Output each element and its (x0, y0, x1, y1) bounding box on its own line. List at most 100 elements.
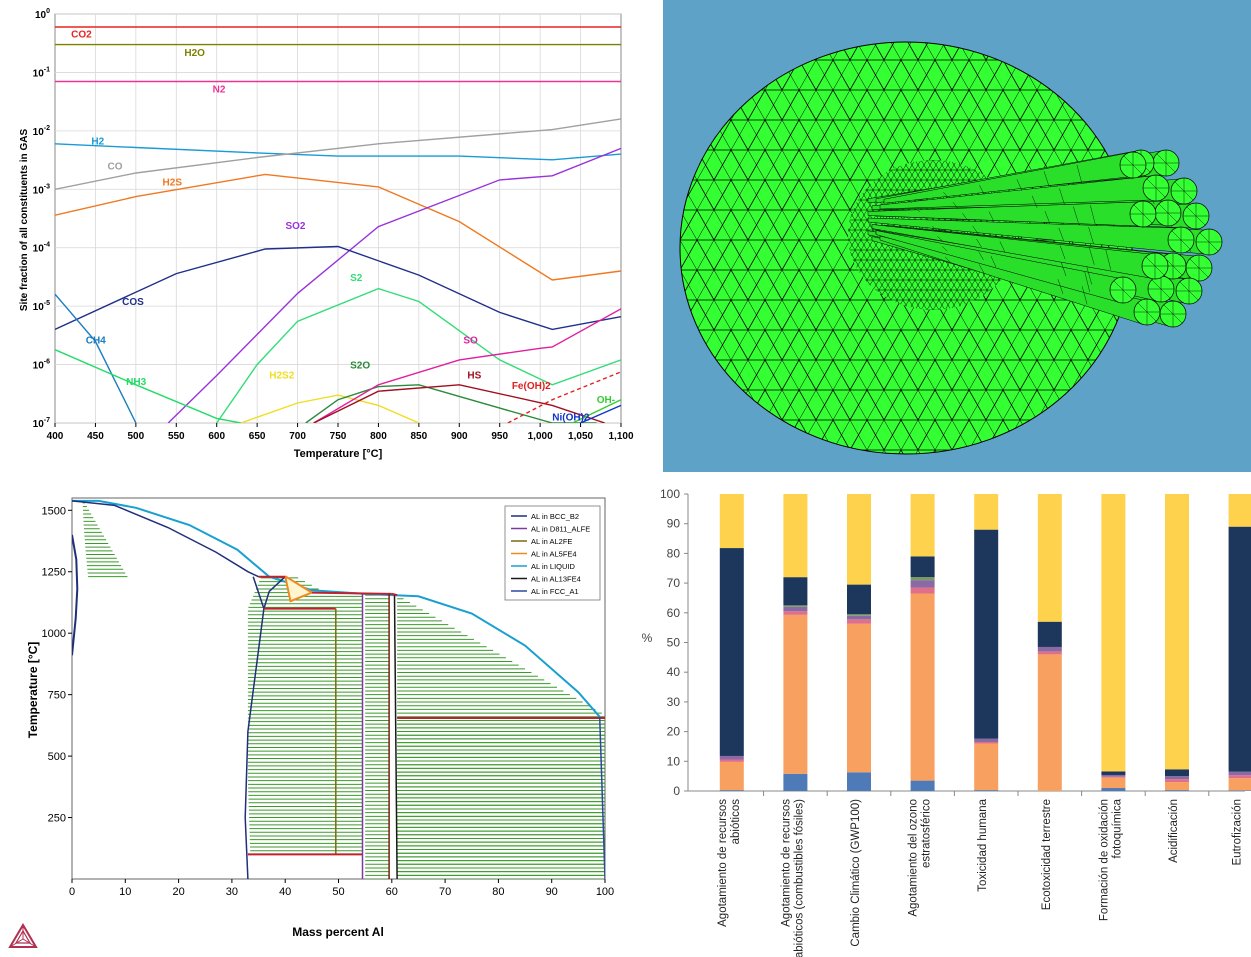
mesh-rod-edge (943, 192, 949, 199)
gas-line-hs (313, 384, 606, 423)
lca-chart-svg: 0 10 20 30 40 50 60 70 80 90 100 Agotamiento de re… (642, 487, 1251, 957)
phase-legend-label: AL in FCC_A1 (531, 587, 579, 596)
gas-line-s2o (305, 384, 597, 423)
phase-x-axis-label: Mass percent Al (292, 925, 384, 939)
lca-y-tick-label: 80 (667, 546, 681, 560)
gas-series-label: CO2 (71, 29, 92, 40)
phase-al5fe4-region (284, 575, 315, 603)
gas-x-tick-label: 1,050 (568, 431, 593, 442)
mesh-rod-end-edges (1148, 276, 1174, 302)
phase-invariant-1160 (311, 591, 392, 595)
mesh-rod-end-edges (1168, 227, 1194, 253)
gas-line-co (55, 118, 621, 190)
mesh-rod-end-edges (1186, 255, 1212, 281)
lca-category-label: Acidificación (1168, 799, 1180, 863)
lca-y-tick-label: 10 (667, 754, 681, 768)
lca-y-tick-label: 40 (667, 665, 681, 679)
phase-x-tick-label: 0 (69, 886, 75, 898)
lca-bar-segment (974, 743, 999, 791)
gas-y-tick-label: 10-1 (33, 66, 50, 79)
phase-diagram-svg: 0 10 20 30 40 50 60 70 80 90 100 250 500 750 1000 1250… (8, 497, 614, 948)
lca-bar-segment (974, 741, 999, 744)
gas-series-label: H2S (163, 178, 183, 189)
lca-bar-segment (1037, 651, 1062, 655)
lca-bar-segment (783, 577, 808, 606)
phase-y-tick-label: 1500 (42, 505, 66, 517)
lca-bar-segment (1165, 769, 1189, 777)
gas-series-label: S2 (350, 273, 363, 284)
lca-bar-segment (783, 773, 808, 791)
lca-category-label: Ecotoxicidad terrestre (1041, 799, 1053, 910)
lca-bar-segment (847, 619, 871, 624)
gas-series-label: S2O (350, 361, 370, 372)
phase-legend-label: AL in AL2FE (531, 537, 572, 546)
mesh-rod-edge (932, 226, 938, 231)
mesh-rod-edge (979, 184, 985, 195)
lca-bar-segment (783, 614, 808, 774)
lca-category-label: Agotamiento del ozonoestratosférico (908, 799, 933, 917)
mesh-rod-edge (979, 264, 985, 274)
lca-bar-segment (910, 780, 935, 791)
phase-y-ticks: 250 500 750 1000 1250 1500 (42, 505, 72, 825)
mesh-rod-edge (1057, 279, 1064, 294)
gas-series-label: SO (463, 335, 478, 346)
lca-bar-segment (910, 580, 935, 588)
mesh-rod-end-edges (1120, 152, 1146, 178)
lca-bar-segment (719, 494, 744, 549)
lca-bar-segment (1165, 790, 1189, 791)
mesh-rod-edge (978, 251, 984, 260)
mesh-rod-edge (962, 213, 968, 221)
lca-y-tick-label: 30 (667, 695, 681, 709)
lca-category-labels: Agotamiento de recursosabióticos Agotamie… (717, 791, 1244, 957)
lca-bar-segment (1037, 654, 1062, 791)
gas-line-so2 (167, 147, 621, 423)
gas-x-tick-label: 550 (168, 431, 185, 442)
lca-y-tick-label: 20 (667, 725, 681, 739)
gas-series-label: Fe(OH)2 (512, 381, 551, 392)
mesh-rod-edge (1105, 249, 1112, 270)
mesh-rod-edge (999, 241, 1006, 253)
lca-bar-segment (1101, 494, 1126, 772)
phase-x-tick-label: 20 (172, 886, 184, 898)
lca-bar-segment (910, 577, 935, 581)
phase-legend-label: AL in LIQUID (531, 562, 575, 571)
mesh-rod-edge (1060, 261, 1067, 277)
lca-bar-segment (719, 761, 744, 791)
lca-y-tick-label: 70 (667, 576, 681, 590)
mesh-rod-edge (1059, 188, 1065, 205)
mesh-rod-bundle (867, 149, 1223, 328)
mesh-rod-end-edges (1183, 203, 1209, 229)
lca-bar-segment (1101, 776, 1126, 778)
lca-category-label: Formación de oxidaciónfotoquímica (1098, 798, 1123, 921)
lca-bar-segment (719, 759, 744, 762)
lca-bar-segment (847, 494, 871, 585)
gas-x-tick-label: 1,100 (608, 431, 633, 442)
lca-bar-segment (783, 605, 808, 607)
lca-bar-segment (1228, 771, 1251, 776)
mesh-rod-edge (952, 202, 959, 209)
phase-fcc-al-boundary (598, 716, 605, 879)
phase-boundaries (72, 499, 605, 879)
gas-series-label: CH4 (86, 335, 106, 346)
gas-line-cos (55, 245, 621, 331)
mesh-rod-edge (1088, 227, 1094, 244)
phase-legend: AL in BCC_B2 AL in D811_ALFE AL in AL2FE AL… (504, 505, 601, 601)
lca-bar-segment (1165, 779, 1189, 783)
lca-bar-segment (847, 584, 871, 615)
mesh-rod-edge (1031, 195, 1038, 208)
phase-x-tick-label: 50 (332, 886, 344, 898)
lca-y-tick-label: 90 (667, 517, 681, 531)
lca-bar-segment (783, 611, 808, 615)
lca-bar-segment (1228, 494, 1251, 527)
gas-series-label: NH3 (126, 377, 146, 388)
phase-invariant-1155 (391, 592, 398, 597)
gas-series-lines (55, 26, 621, 423)
lca-bar-segment (1101, 771, 1126, 775)
gas-x-tick-label: 600 (208, 431, 225, 442)
mesh-rod-end-edges (1171, 178, 1197, 204)
phase-y-tick-label: 750 (48, 690, 66, 702)
phase-x-tick-label: 40 (279, 886, 291, 898)
mesh-rod-edge (1084, 271, 1090, 292)
phase-x-tick-label: 10 (119, 886, 131, 898)
mesh-rod-edge (1086, 266, 1092, 285)
